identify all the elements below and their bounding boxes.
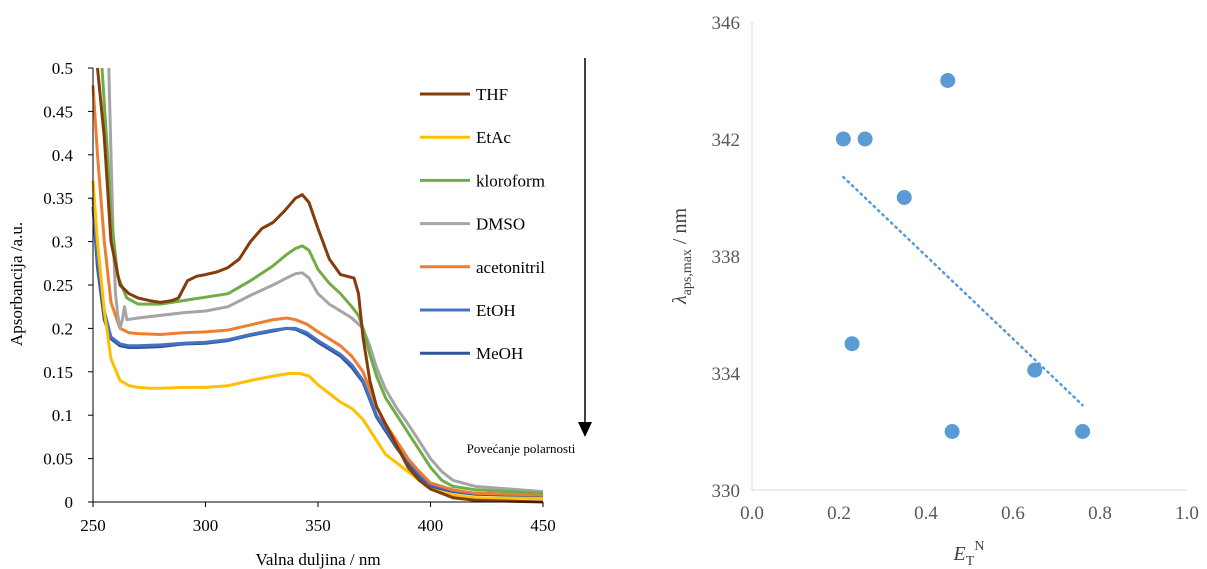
scatter-y-tick-label: 338: [712, 247, 741, 268]
solvatochromism-chart: 330 334 338 342 346 0.0 0.2 0.4 0.6 0.8 1.0 ETN λ…: [669, 13, 1199, 569]
x-label-main: E: [953, 543, 966, 565]
scatter-y-axis-label: λaps,max / nm: [669, 208, 695, 305]
scatter-point: [1027, 362, 1043, 378]
legend-label-thf: THF: [476, 85, 508, 104]
scatter-x-axis-label: ETN: [953, 539, 985, 569]
scatter-y-tick-label: 330: [712, 481, 741, 502]
series-line-acetonitril: [91, 85, 544, 497]
uv-y-tick-label: 0.5: [52, 59, 73, 78]
uv-y-tick-label: 0.15: [43, 363, 73, 382]
uv-x-tick-label: 400: [418, 516, 444, 535]
uv-vis-y-axis: 0 0.05 0.1 0.15 0.2 0.25 0.3 0.35 0.4 0.45 0.5: [43, 59, 94, 512]
uv-y-tick-label: 0: [65, 493, 74, 512]
legend-label-dmso: DMSO: [476, 215, 525, 234]
uv-y-tick-label: 0.1: [52, 406, 73, 425]
uv-x-tick-label: 450: [530, 516, 556, 535]
legend-label-acetonitril: acetonitril: [476, 258, 545, 277]
scatter-x-tick-label: 1.0: [1175, 503, 1199, 524]
series-line-thf: [96, 67, 544, 504]
scatter-point: [835, 131, 851, 147]
series-line-dmso: [107, 67, 544, 494]
uv-vis-y-axis-label: Apsorbancija /a.u.: [7, 222, 26, 346]
uv-vis-chart: 0 0.05 0.1 0.15 0.2 0.25 0.3 0.35 0.4 0.45 0.5 250…: [7, 58, 592, 569]
uv-vis-x-axis-label: Valna duljina / nm: [255, 550, 380, 569]
scatter-x-tick-label: 0.0: [740, 503, 764, 524]
scatter-point: [940, 73, 956, 88]
uv-y-tick-label: 0.4: [52, 146, 74, 165]
scatter-trendline: [842, 175, 1084, 407]
polarity-arrow: [578, 58, 592, 437]
scatter-x-tick-label: 0.6: [1001, 503, 1025, 524]
legend-label-kloroform: kloroform: [476, 171, 545, 190]
y-label-rest: / nm: [669, 208, 691, 250]
uv-vis-plot-lines: [91, 67, 544, 504]
y-label-main: λ: [669, 295, 691, 305]
uv-y-tick-label: 0.05: [43, 450, 73, 469]
uv-x-tick-label: 350: [305, 516, 331, 535]
uv-y-tick-label: 0.25: [43, 276, 73, 295]
series-line-kloroform: [100, 67, 544, 495]
uv-y-tick-label: 0.35: [43, 189, 73, 208]
legend-label-etoh: EtOH: [476, 301, 516, 320]
scatter-point: [896, 190, 912, 205]
scatter-y-axis: 330 334 338 342 346: [712, 13, 753, 502]
scatter-x-tick-label: 0.8: [1088, 503, 1112, 524]
uv-y-tick-label: 0.3: [52, 233, 73, 252]
uv-vis-x-axis: 250 300 350 400 450: [80, 501, 556, 535]
x-label-sup: N: [974, 539, 984, 554]
scatter-point: [944, 424, 960, 439]
scatter-x-axis: 0.0 0.2 0.4 0.6 0.8 1.0: [740, 489, 1199, 524]
scatter-y-tick-label: 334: [712, 364, 741, 385]
scatter-point: [844, 336, 860, 352]
scatter-point: [857, 131, 873, 147]
scatter-points: [835, 73, 1091, 439]
x-label-sub: T: [966, 554, 975, 569]
uv-x-tick-label: 250: [80, 516, 106, 535]
uv-x-tick-label: 300: [193, 516, 219, 535]
uv-vis-legend: THF EtAc kloroform DMSO acetonitril EtOH MeOH: [420, 85, 545, 363]
legend-label-meoh: MeOH: [476, 344, 523, 363]
scatter-x-tick-label: 0.4: [914, 503, 938, 524]
uv-y-tick-label: 0.45: [43, 102, 73, 121]
legend-label-etac: EtAc: [476, 128, 511, 147]
y-label-sub: aps,max: [680, 249, 695, 295]
polarity-annotation: Povećanje polarnosti: [467, 441, 576, 456]
scatter-y-tick-label: 346: [712, 13, 741, 34]
scatter-x-tick-label: 0.2: [827, 503, 851, 524]
scatter-point: [1075, 424, 1091, 439]
series-line-etac: [91, 180, 544, 500]
uv-y-tick-label: 0.2: [52, 319, 73, 338]
scatter-y-tick-label: 342: [712, 130, 741, 151]
